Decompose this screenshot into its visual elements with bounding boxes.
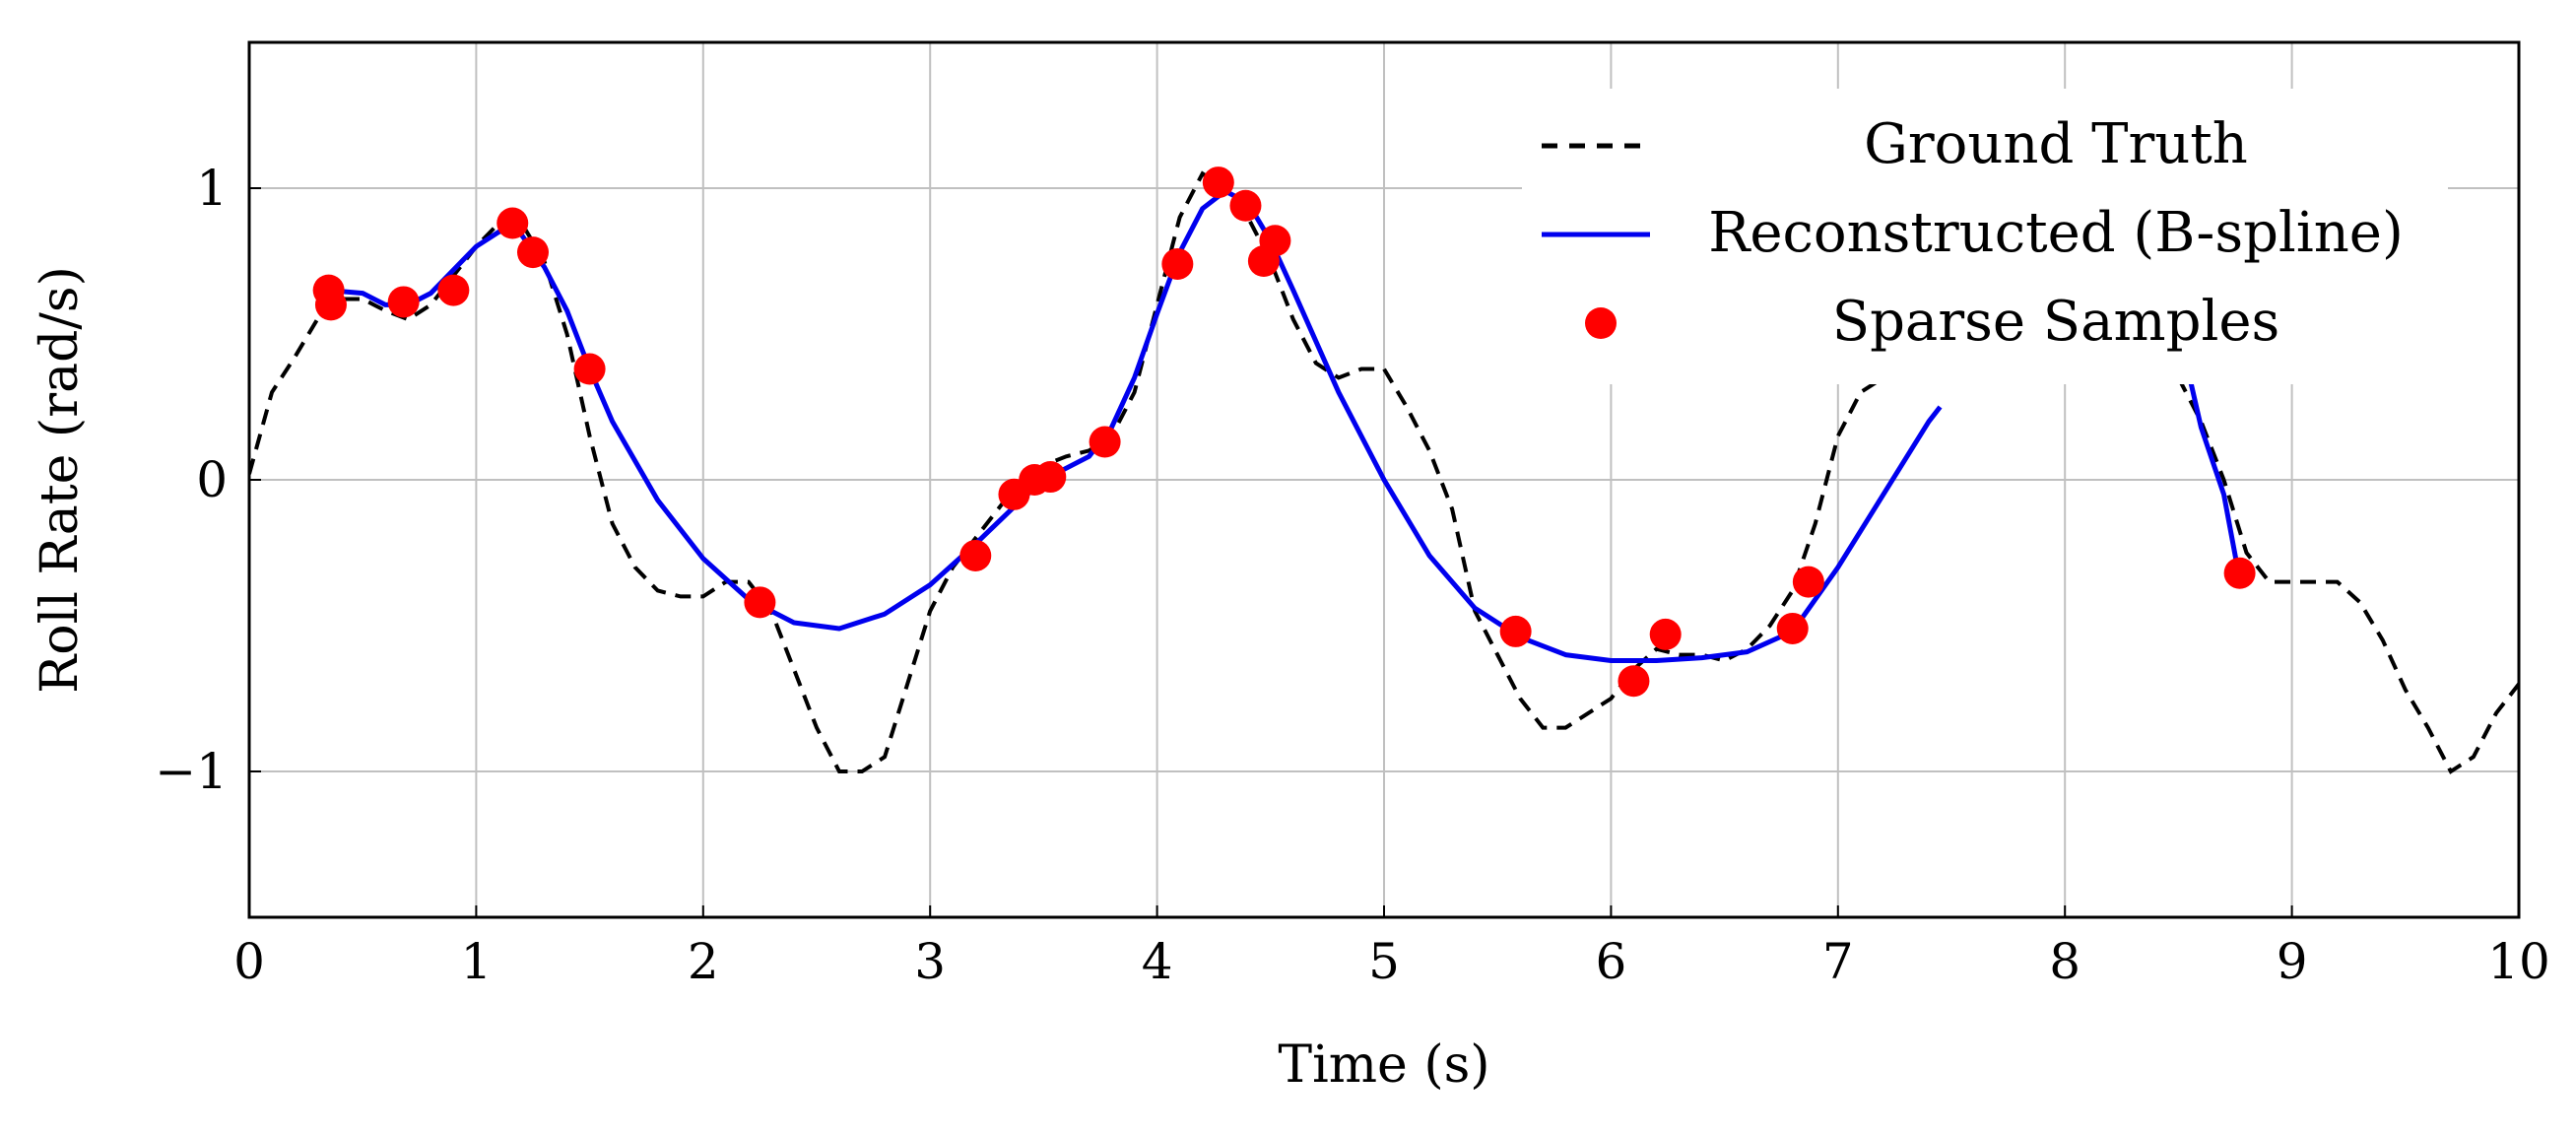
x-tick-label: 10	[2487, 933, 2550, 990]
series-layer	[249, 167, 2519, 774]
sample-point	[1161, 247, 1194, 280]
legend-label-reconstructed: Reconstructed (B-spline)	[1708, 201, 2404, 265]
ground-truth-line	[249, 170, 1884, 773]
sample-point	[387, 286, 420, 318]
sample-point	[573, 353, 606, 385]
x-tick-label: 3	[914, 933, 946, 990]
sample-point	[1618, 665, 1650, 698]
x-tick-label: 5	[1368, 933, 1400, 990]
x-axis-title: Time (s)	[1278, 1035, 1489, 1095]
ground-truth-line	[2176, 376, 2519, 774]
legend-box	[1522, 89, 2448, 384]
x-tick-label: 9	[2277, 933, 2308, 990]
x-tick-label: 7	[1822, 933, 1854, 990]
sample-point	[2223, 557, 2256, 589]
sample-point	[1792, 566, 1824, 598]
reconstructed-line	[2187, 376, 2240, 568]
sample-point	[1089, 426, 1121, 458]
sample-point	[744, 586, 776, 619]
x-tick-label: 0	[233, 933, 265, 990]
x-tick-label: 6	[1595, 933, 1626, 990]
sample-point	[1499, 615, 1532, 647]
x-tick-label: 8	[2049, 933, 2081, 990]
legend-label-sparse-samples: Sparse Samples	[1832, 290, 2280, 354]
x-tick-label: 1	[460, 933, 492, 990]
legend-swatch-sparse-samples	[1585, 307, 1617, 339]
sample-point	[1259, 225, 1291, 257]
sample-point	[1034, 461, 1067, 494]
sample-point	[1776, 612, 1809, 644]
sample-point	[1202, 167, 1234, 199]
legend-label-ground-truth: Ground Truth	[1864, 112, 2248, 176]
sample-point	[959, 539, 992, 571]
sample-point	[496, 207, 529, 239]
legend: Ground Truth Reconstructed (B-spline) Sp…	[1522, 89, 2448, 384]
y-axis-title: Roll Rate (rad/s)	[31, 266, 90, 694]
y-tick-label: 1	[196, 160, 228, 217]
y-tick-label: −1	[155, 743, 228, 800]
axis-ticks: 0 1 2 3 4 5 6 7 8 9 10 −1 0 1	[155, 160, 2550, 990]
sample-point	[1649, 618, 1682, 650]
sample-point	[314, 289, 347, 321]
y-tick-label: 0	[196, 451, 228, 508]
x-tick-label: 4	[1142, 933, 1173, 990]
sample-point	[437, 274, 470, 306]
sample-point	[1229, 189, 1262, 222]
x-tick-label: 2	[688, 933, 719, 990]
sample-point	[517, 236, 549, 269]
